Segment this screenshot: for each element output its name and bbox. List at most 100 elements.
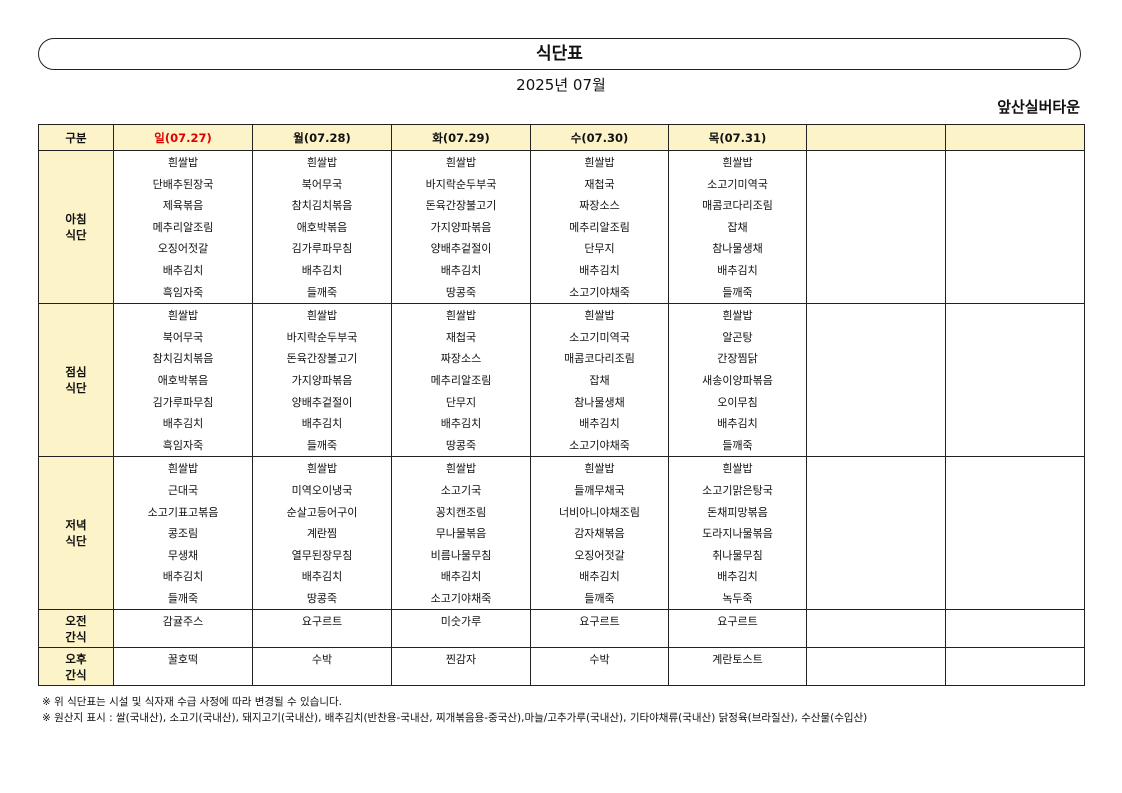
menu-item: 소고기미역국 bbox=[707, 177, 768, 191]
menu-cell: 흰쌀밥 바지락순두부국 돈육간장불고기 가지양파볶음 양배추겉절이 배추김치 땅콩죽 bbox=[391, 149, 531, 305]
menu-cell: 계란토스트 bbox=[668, 647, 807, 687]
menu-item: 짜장소스 bbox=[440, 352, 482, 366]
menu-item: 애호박볶음 bbox=[296, 220, 348, 234]
menu-cell: 꿀호떡 bbox=[113, 647, 253, 687]
menu-item: 소고기표고볶음 bbox=[147, 505, 219, 519]
menu-item: 북어무국 bbox=[301, 177, 343, 191]
day-header: 수(07.30) bbox=[530, 124, 669, 151]
menu-item: 땅콩죽 bbox=[306, 591, 338, 605]
menu-cell bbox=[806, 647, 946, 687]
menu-item: 녹두죽 bbox=[722, 591, 753, 605]
menu-item: 배추김치 bbox=[717, 263, 758, 277]
day-header: 화(07.29) bbox=[391, 124, 531, 151]
month-label: 2025년 07월 bbox=[516, 76, 606, 94]
menu-item: 소고기국 bbox=[440, 483, 482, 497]
menu-item: 소고기야채죽 bbox=[569, 438, 630, 452]
menu-cell bbox=[945, 647, 1085, 687]
menu-item: 요구르트 bbox=[301, 615, 343, 629]
menu-item: 양배추겉절이 bbox=[430, 242, 492, 256]
menu-item: 들깨죽 bbox=[584, 591, 615, 605]
menu-item: 미역오이냉국 bbox=[291, 483, 353, 497]
facility-name: 앞산실버타운 bbox=[997, 98, 1080, 116]
menu-item: 잡채 bbox=[589, 373, 610, 387]
menu-item: 배추김치 bbox=[717, 417, 758, 431]
menu-cell bbox=[806, 303, 946, 458]
menu-cell bbox=[945, 456, 1085, 611]
row-label-line: 오전 bbox=[65, 613, 87, 628]
menu-item: 배추김치 bbox=[301, 263, 343, 277]
menu-item: 참치김치볶음 bbox=[152, 352, 214, 366]
day-header: 목(07.31) bbox=[668, 124, 807, 151]
menu-item: 흑임자죽 bbox=[162, 285, 204, 299]
table-row: 오전 간식 감귤주스 요구르트 미숫가루 요구르트 요구르트 bbox=[38, 609, 1085, 649]
menu-cell bbox=[945, 609, 1085, 649]
menu-item: 배추김치 bbox=[579, 570, 620, 584]
menu-item: 김가루파무침 bbox=[152, 395, 214, 409]
menu-item: 흰쌀밥 bbox=[167, 462, 199, 476]
row-label-line: 오후 bbox=[65, 651, 87, 666]
menu-item: 새송이양파볶음 bbox=[702, 373, 773, 387]
menu-item: 재첩국 bbox=[584, 177, 615, 191]
menu-item: 단무지 bbox=[584, 242, 615, 256]
table-row: 저녁 식단 흰쌀밥 근대국 소고기표고볶음 콩조림 무생채 배추김치 들깨죽 흰쌀밥 미역오이냉국 순… bbox=[38, 456, 1085, 611]
menu-cell: 흰쌀밥 단배추된장국 제육볶음 메추리알조림 오징어젓갈 배추김치 흑임자죽 bbox=[113, 149, 253, 305]
menu-cell bbox=[806, 456, 946, 611]
note-change: ※ 위 식단표는 시설 및 식자재 수급 사정에 따라 변경될 수 있습니다. bbox=[42, 696, 343, 708]
menu-item: 참치김치볶음 bbox=[291, 199, 353, 213]
menu-cell: 흰쌀밥 근대국 소고기표고볶음 콩조림 무생채 배추김치 들깨죽 bbox=[113, 456, 253, 611]
menu-item: 소고기미역국 bbox=[569, 330, 630, 344]
note-origin: ※ 원산지 표시 : 쌀(국내산), 소고기(국내산), 돼지고기(국내산), … bbox=[42, 712, 868, 724]
menu-item: 흰쌀밥 bbox=[722, 309, 753, 323]
menu-item: 바지락순두부국 bbox=[286, 330, 358, 344]
menu-item: 도라지나물볶음 bbox=[702, 527, 773, 541]
row-label-line: 식단 bbox=[65, 228, 87, 243]
menu-item: 미숫가루 bbox=[440, 615, 482, 629]
table-row: 아침 식단 흰쌀밥 단배추된장국 제육볶음 메추리알조림 오징어젓갈 배추김치 흑임자죽 흰쌀밥 북… bbox=[38, 149, 1085, 305]
menu-item: 흰쌀밥 bbox=[445, 156, 477, 169]
day-header: 일(07.27) bbox=[113, 124, 253, 151]
menu-item: 흰쌀밥 bbox=[306, 156, 338, 169]
menu-item: 계란찜 bbox=[306, 527, 338, 541]
menu-item: 콩조림 bbox=[167, 527, 199, 541]
menu-item: 너비아니야채조림 bbox=[559, 505, 640, 519]
menu-cell: 흰쌀밥 들깨무채국 너비아니야채조림 감자채볶음 오징어젓갈 배추김치 들깨죽 bbox=[530, 456, 669, 611]
row-label: 오후 간식 bbox=[38, 647, 114, 687]
menu-item: 배추김치 bbox=[440, 417, 482, 431]
menu-cell: 흰쌀밥 재첩국 짜장소스 메추리알조림 단무지 배추김치 땅콩죽 bbox=[391, 303, 531, 458]
menu-cell: 수박 bbox=[530, 647, 669, 687]
menu-item: 수박 bbox=[311, 653, 333, 667]
row-label-line: 저녁 bbox=[65, 518, 87, 533]
menu-item: 흑임자죽 bbox=[162, 438, 204, 452]
menu-item: 수박 bbox=[589, 653, 610, 667]
menu-cell: 수박 bbox=[252, 647, 392, 687]
menu-cell: 미숫가루 bbox=[391, 609, 531, 649]
row-label-line: 식단 bbox=[65, 381, 87, 396]
menu-item: 메추리알조림 bbox=[569, 220, 630, 234]
menu-item: 배추김치 bbox=[440, 570, 482, 584]
menu-item: 흰쌀밥 bbox=[167, 156, 199, 169]
menu-item: 흰쌀밥 bbox=[584, 156, 615, 169]
menu-item: 바지락순두부국 bbox=[425, 177, 497, 191]
menu-item: 배추김치 bbox=[579, 417, 620, 431]
menu-item: 들깨죽 bbox=[722, 438, 753, 452]
menu-item: 취나물무침 bbox=[712, 548, 763, 562]
menu-item: 가지양파볶음 bbox=[430, 220, 492, 234]
table-row: 오후 간식 꿀호떡 수박 찐감자 수박 계란토스트 bbox=[38, 647, 1085, 687]
menu-cell bbox=[945, 149, 1085, 305]
corner-header: 구분 bbox=[38, 124, 114, 151]
menu-item: 근대국 bbox=[167, 483, 199, 497]
menu-item: 메추리알조림 bbox=[430, 373, 492, 387]
menu-item: 감자채볶음 bbox=[574, 527, 625, 541]
menu-item: 메추리알조림 bbox=[152, 220, 214, 234]
day-header bbox=[806, 124, 946, 151]
menu-cell: 흰쌀밥 미역오이냉국 순살고등어구이 계란찜 열무된장무침 배추김치 땅콩죽 bbox=[252, 456, 392, 611]
menu-item: 배추김치 bbox=[301, 417, 343, 431]
menu-item: 비름나물무침 bbox=[430, 548, 492, 562]
menu-cell bbox=[806, 149, 946, 305]
menu-item: 참나물생채 bbox=[712, 242, 763, 256]
menu-item: 요구르트 bbox=[579, 615, 620, 629]
menu-item: 흰쌀밥 bbox=[584, 309, 615, 323]
menu-item: 배추김치 bbox=[162, 263, 204, 277]
header-row: 구분 일(07.27) 월(07.28) 화(07.29) 수(07.30) 목(07.3… bbox=[38, 124, 1085, 151]
